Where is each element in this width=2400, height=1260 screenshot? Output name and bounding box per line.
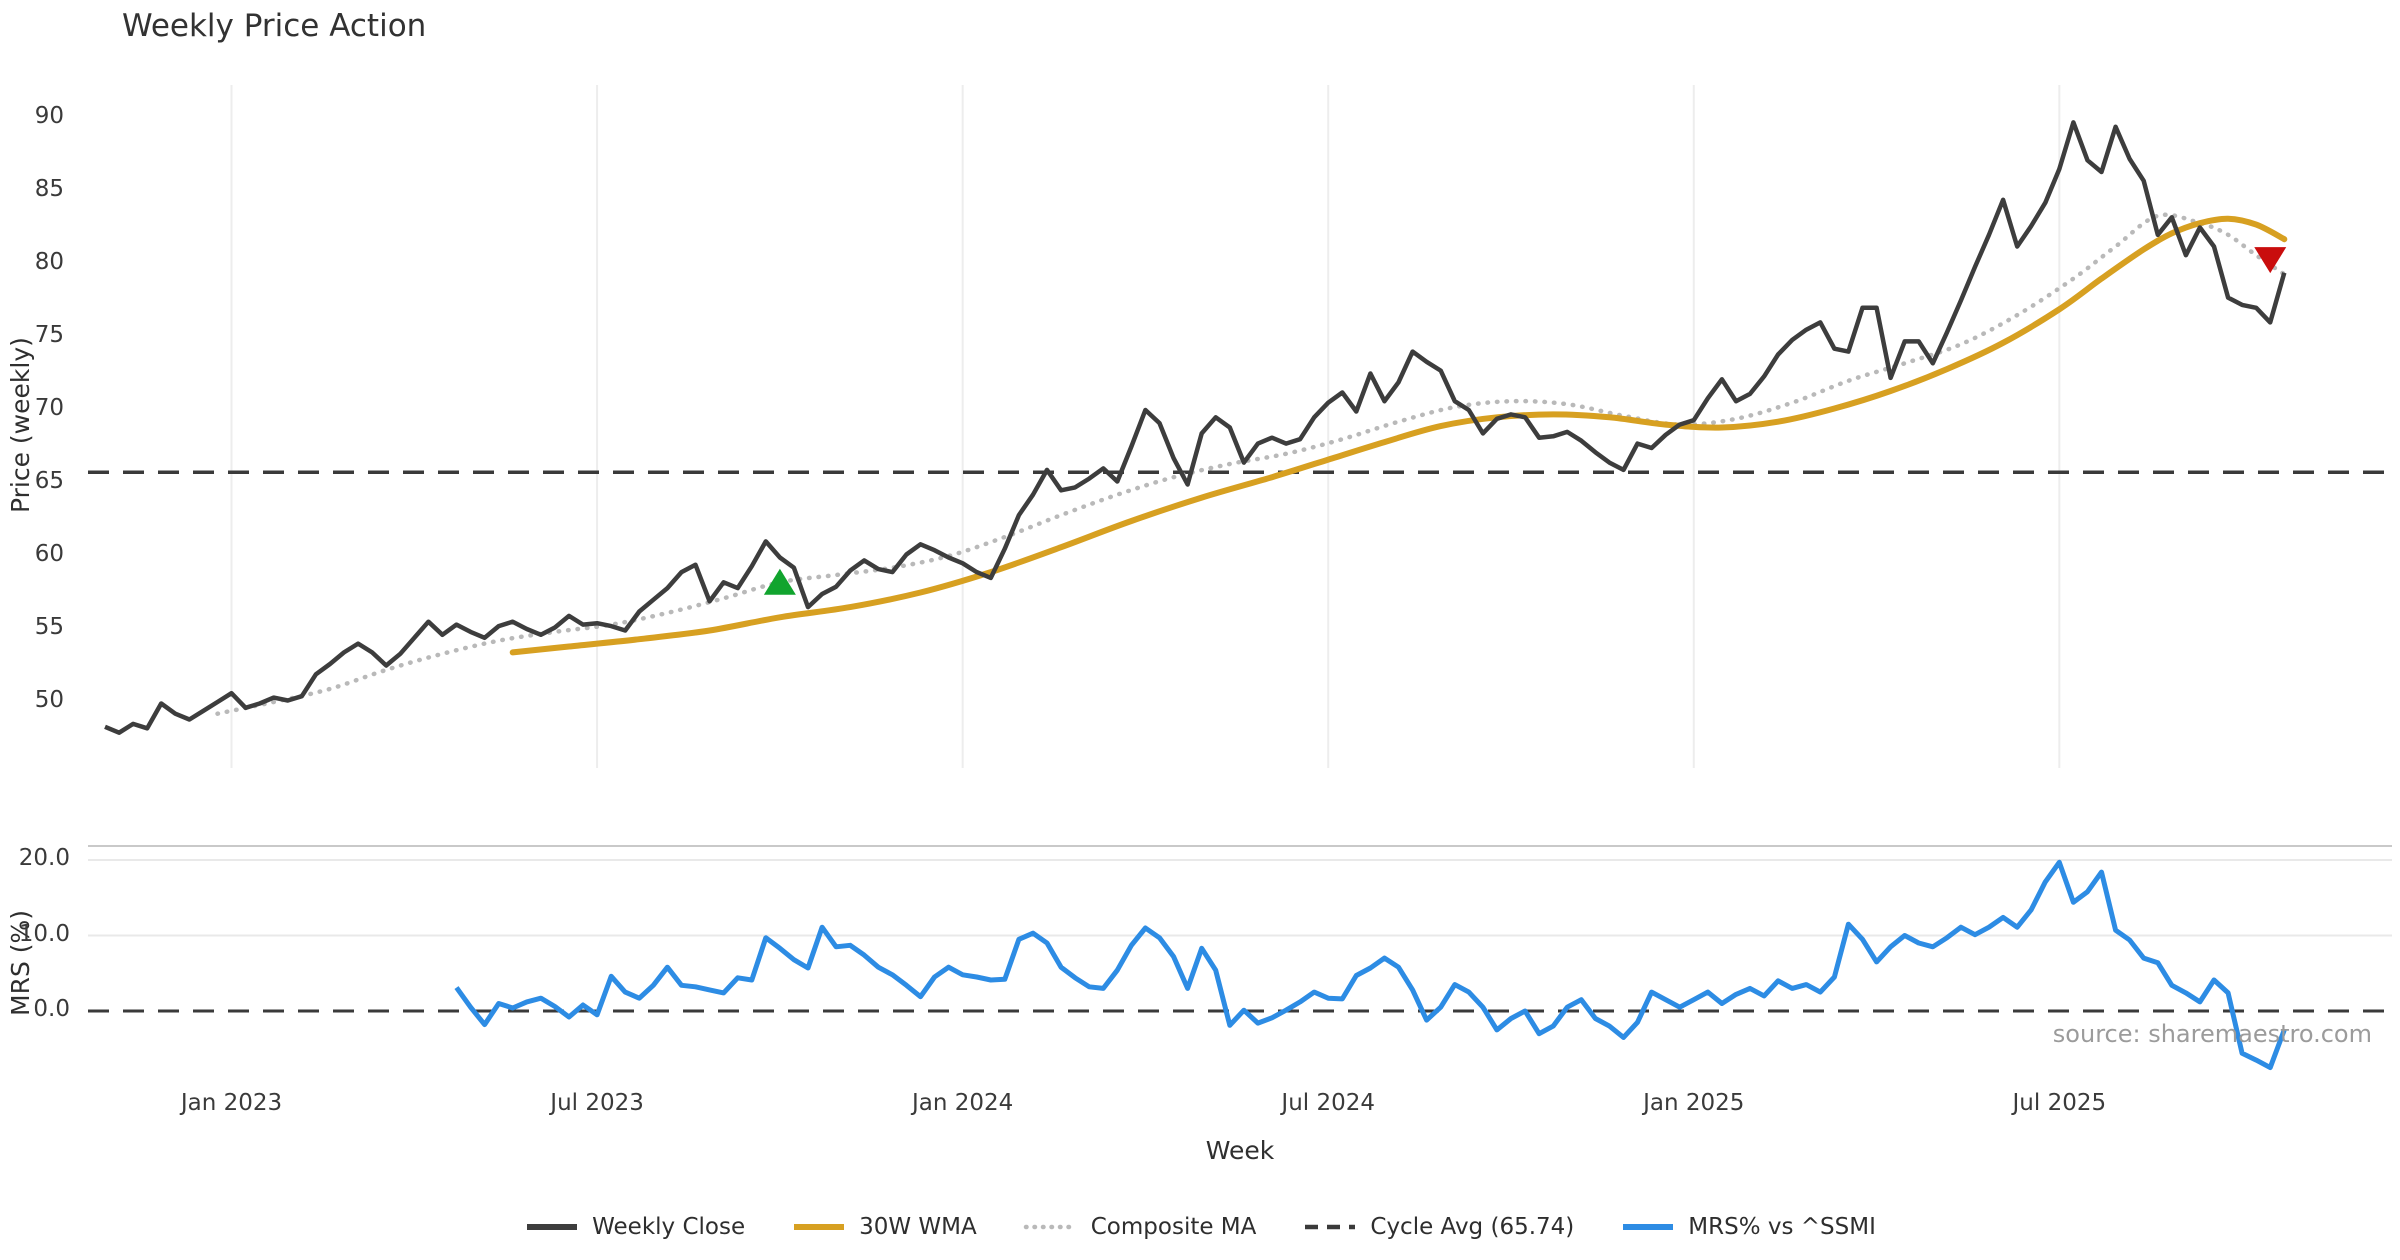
x-tick-label: Jan 2024	[912, 1090, 1014, 1116]
legend-line-swatch	[1623, 1224, 1674, 1230]
x-axis-label: Week	[1205, 1136, 1275, 1165]
x-tick-label: Jul 2024	[1281, 1090, 1376, 1116]
y-tick-label-price: 50	[34, 687, 64, 713]
legend: Weekly Close 30W WMA Composite MA Cycle …	[0, 1214, 2400, 1240]
y-tick-label-price: 85	[34, 176, 64, 202]
mrs-axis-label: MRS (%)	[6, 909, 35, 1017]
legend-line-swatch	[527, 1224, 578, 1230]
y-tick-label-price: 80	[34, 249, 64, 275]
y-tick-label-price: 90	[34, 103, 64, 129]
chart-title: Weekly Price Action	[122, 8, 427, 44]
legend-item: Composite MA	[1023, 1214, 1257, 1240]
y-tick-label-price: 60	[34, 541, 64, 567]
legend-line-swatch	[1023, 1224, 1078, 1230]
x-tick-label: Jan 2023	[180, 1090, 283, 1116]
legend-item: MRS% vs ^SSMI	[1620, 1214, 1876, 1240]
legend-label: MRS% vs ^SSMI	[1688, 1214, 1876, 1240]
y-tick-label-price: 70	[34, 395, 64, 421]
x-tick-label: Jan 2025	[1643, 1090, 1745, 1116]
x-tick-label: Jul 2023	[550, 1090, 644, 1116]
source-note: source: sharemaestro.com	[2052, 1020, 2372, 1048]
x-tick-label: Jul 2025	[2012, 1090, 2107, 1116]
y-tick-label-price: 65	[34, 468, 64, 494]
legend-label: Composite MA	[1090, 1214, 1257, 1240]
legend-item: 30W WMA	[791, 1214, 977, 1240]
legend-label: Weekly Close	[592, 1214, 746, 1240]
y-tick-label-price: 75	[34, 322, 64, 348]
y-tick-label-mrs: 0.0	[33, 996, 70, 1022]
legend-line-swatch	[794, 1224, 845, 1230]
y-tick-label-mrs: 10.0	[18, 920, 70, 947]
legend-line-swatch	[1305, 1224, 1356, 1230]
sell-signal-marker	[2254, 247, 2287, 274]
legend-label: Cycle Avg (65.74)	[1370, 1214, 1575, 1240]
y-tick-label-mrs: 20.0	[18, 845, 70, 871]
legend-item: Weekly Close	[524, 1214, 745, 1240]
legend-label: 30W WMA	[859, 1214, 977, 1240]
y-tick-label-price: 55	[34, 614, 64, 640]
legend-item: Cycle Avg (65.74)	[1302, 1214, 1574, 1240]
buy-signal-marker	[763, 568, 796, 595]
